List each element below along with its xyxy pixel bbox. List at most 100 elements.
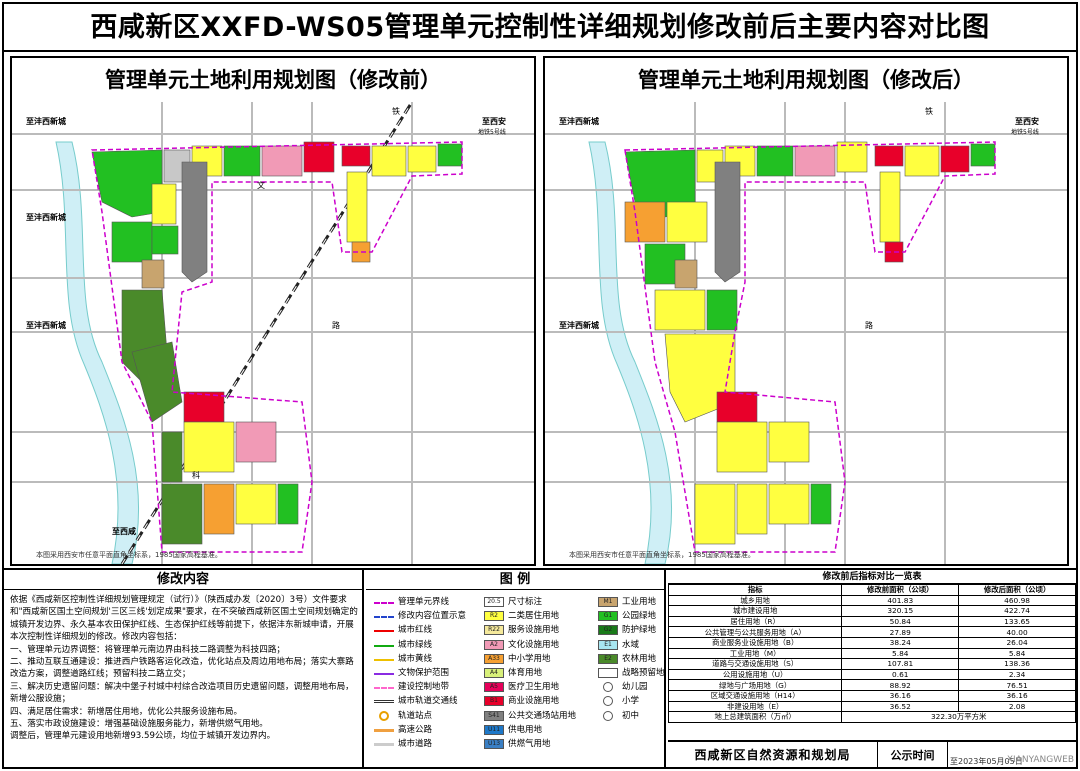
legend-label: 二类居住用地 <box>508 611 560 622</box>
legend-swatch: A33 <box>484 653 504 664</box>
legend-label: 城市红线 <box>398 625 433 636</box>
bottom-section: 修改内容 依据《西咸新区控制性详细规划管理规定（试行）》（陕西咸办发〔2020〕… <box>4 568 1076 769</box>
legend-swatch <box>379 710 389 721</box>
table-cell: 50.84 <box>841 615 960 628</box>
table-row: 绿地与广场用地（G） 88.92 76.51 <box>667 679 1076 691</box>
legend-label: 城市轨道交通线 <box>398 696 458 707</box>
table-cell: 5.84 <box>841 647 960 660</box>
school-icon <box>603 696 613 707</box>
comparison-table-box: 修改前后指标对比一览表 指标 修改前面积（公顷） 修改后面积（公顷） 城乡用地 4… <box>667 570 1076 769</box>
legend-label: 文化设施用地 <box>508 639 560 650</box>
table-row: 居住用地（R） 50.84 133.65 <box>667 615 1076 628</box>
legend-label: 城市黄线 <box>398 653 433 664</box>
table-cell: 27.89 <box>841 626 960 638</box>
legend-swatch <box>598 668 618 678</box>
school-icon <box>603 710 613 721</box>
land-use-map-after[interactable]: 至沣西新城 至沣西新城 至西安 地铁5号线 铁 路 <box>545 102 1067 564</box>
legend-swatch: S41 <box>484 710 504 721</box>
label-road-lu-after: 路 <box>865 320 873 330</box>
label-road-ke: 科 <box>192 470 200 480</box>
legend-swatch: B1 <box>484 696 504 707</box>
legend-label: 幼儿园 <box>622 682 648 693</box>
label-to-fengxi-2: 至沣西新城 <box>26 212 66 222</box>
table-header-row: 指标 修改前面积（公顷） 修改后面积（公顷） <box>667 584 1076 596</box>
label-metro-line-after: 地铁5号线 <box>1011 128 1039 136</box>
table-cell: 城市建设用地 <box>667 605 843 617</box>
table-cell: 38.24 <box>841 636 960 649</box>
label-to-fengxi-1-after: 至沣西新城 <box>559 116 599 126</box>
legend-box: 图 例 管理单元界线 修改内容位置示意 城市红线 城市绿线 城市黄线 文物保护范围 建设控制… <box>366 570 666 769</box>
legend-label: 农林用地 <box>622 653 657 664</box>
legend-label: 文物保护范围 <box>398 668 450 678</box>
table-cell: 133.65 <box>958 615 1076 628</box>
label-road-tie-after: 铁 <box>925 106 933 116</box>
land-use-map-before[interactable]: 至沣西新城 至沣西新城 至沣西新城 至西安 地铁5号线 至西咸 文 科 路 铁 <box>12 102 534 564</box>
table-cell: 非建设用地（E） <box>667 700 843 713</box>
legend-label: 水域 <box>622 639 640 650</box>
table-row: 道路与交通设施用地（S） 107.81 138.36 <box>667 658 1076 670</box>
table-cell: 107.81 <box>841 658 960 670</box>
legend-swatch <box>374 743 394 746</box>
table-cell: 公共管理与公共服务用地（A） <box>667 626 843 638</box>
table-cell: 36.52 <box>841 700 960 713</box>
table-cell: 道路与交通设施用地（S） <box>667 658 843 670</box>
table-row: 工业用地（M） 5.84 5.84 <box>667 647 1076 660</box>
table-body: 城乡用地 401.83 460.98 城市建设用地 320.15 422.74 居住用地（R… <box>667 594 1076 723</box>
label-to-fengxi-3: 至沣西新城 <box>26 320 66 330</box>
comparison-table: 指标 修改前面积（公顷） 修改后面积（公顷） 城乡用地 401.83 460.98 城… <box>667 584 1076 723</box>
label-to-xian: 至西安 <box>482 116 506 126</box>
modifications-heading: 修改内容 <box>4 570 362 590</box>
table-cell: 工业用地（M） <box>667 647 843 660</box>
legend-label: 修改内容位置示意 <box>398 611 467 622</box>
legend-swatch: A5 <box>484 682 504 693</box>
table-header-cell: 修改后面积（公顷） <box>958 584 1076 596</box>
table-header-cell: 修改前面积（公顷） <box>841 584 960 596</box>
table-cell: 城乡用地 <box>667 594 843 607</box>
table-cell: 36.16 <box>841 689 960 702</box>
legend-swatch: E2 <box>598 653 618 664</box>
table-row: 公共管理与公共服务用地（A） 27.89 40.00 <box>667 626 1076 638</box>
table-row: 商业服务业设施用地（B） 38.24 26.04 <box>667 636 1076 649</box>
legend-label: 轨道站点 <box>398 710 433 721</box>
table-header-cell: 指标 <box>667 584 843 596</box>
table-row: 区域交通设施用地（H14） 36.16 36.16 <box>667 689 1076 702</box>
legend-swatch <box>374 616 394 619</box>
legend-swatch <box>374 644 394 647</box>
mod-paragraph: 二、推动互联互通建设：推进西户铁路客运化改造，优化站点及周边用地布局；落实大寨路… <box>10 657 354 680</box>
modifications-text: 依据《西咸新区控制性详细规划管理规定（试行）》（陕西咸办发〔2020〕3号）文件… <box>10 594 360 743</box>
legend-swatch: G1 <box>598 611 618 622</box>
legend-label: 初中 <box>622 710 640 721</box>
label-to-fengxi-1: 至沣西新城 <box>26 116 66 126</box>
table-row: 非建设用地（E） 36.52 2.08 <box>667 700 1076 713</box>
table-cell: 居住用地（R） <box>667 615 843 628</box>
legend-swatch: A4 <box>484 668 504 678</box>
legend-label: 服务设施用地 <box>508 625 560 636</box>
legend-label: 供燃气用地 <box>508 739 551 749</box>
legend-label: 小学 <box>622 696 640 707</box>
table-cell: 公用设施用地（U） <box>667 668 843 681</box>
panel-title-after: 管理单元土地利用规划图（修改后） <box>638 68 974 92</box>
table-cell: 322.30万平方米 <box>841 711 1076 723</box>
mod-paragraph: 依据《西咸新区控制性详细规划管理规定（试行）》（陕西咸办发〔2020〕3号）文件… <box>10 595 358 643</box>
mod-paragraph: 一、管理单元边界调整：将管理单元南边界由科技二路调整为科技四路； <box>10 644 286 655</box>
footer-notice-label: 公示时间 <box>878 742 948 769</box>
legend-label: 尺寸标注 <box>508 597 543 607</box>
legend-label: 建设控制地带 <box>398 682 450 693</box>
legend-label: 体育用地 <box>508 668 543 678</box>
legend-swatch: R22 <box>484 625 504 636</box>
legend-swatch <box>374 673 394 675</box>
table-cell: 36.16 <box>958 689 1076 702</box>
legend-label: 防护绿地 <box>622 625 657 636</box>
legend-label: 高速公路 <box>398 724 433 735</box>
footer-org: 西咸新区自然资源和规划局 <box>668 742 878 769</box>
legend-swatch: E1 <box>598 639 618 650</box>
map-panel-after: 管理单元土地利用规划图（修改后） <box>543 56 1069 566</box>
table-cell: 320.15 <box>841 605 960 617</box>
footer-notice-date: 至2023年05月05日 <box>950 757 1023 766</box>
legend-swatch <box>374 602 394 604</box>
label-metro-line: 地铁5号线 <box>478 128 506 136</box>
legend-swatch <box>374 687 394 690</box>
legend-label: 供电用地 <box>508 724 543 735</box>
legend-label: 工业用地 <box>622 597 657 607</box>
mod-paragraph: 三、解决历史遗留问题：解决中堡子村城中村综合改造项目历史遗留问题，调整用地布局，… <box>10 681 354 705</box>
